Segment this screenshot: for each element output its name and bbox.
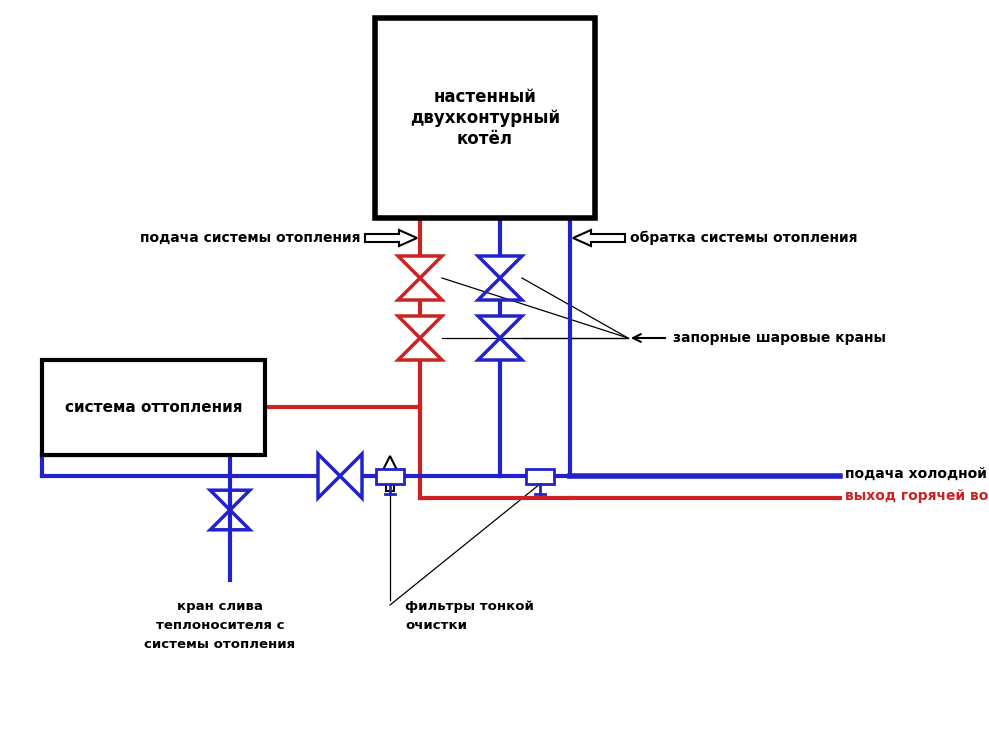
- Text: подача холодной воды: подача холодной воды: [845, 467, 989, 481]
- Text: фильтры тонкой
очистки: фильтры тонкой очистки: [405, 600, 534, 632]
- Text: обратка системы отопления: обратка системы отопления: [630, 231, 857, 245]
- Text: кран слива
теплоносителя с
системы отопления: кран слива теплоносителя с системы отопл…: [144, 600, 296, 651]
- Text: запорные шаровые краны: запорные шаровые краны: [673, 331, 886, 345]
- Bar: [42, 360, 265, 455]
- Bar: [526, 468, 554, 483]
- Polygon shape: [382, 456, 398, 491]
- Polygon shape: [573, 230, 625, 246]
- Text: выход горячей воды: выход горячей воды: [845, 489, 989, 503]
- Text: настенный
двухконтурный
котёл: настенный двухконтурный котёл: [409, 88, 560, 148]
- Bar: [375, 18, 595, 218]
- Text: система оттопления: система оттопления: [64, 400, 242, 415]
- Text: подача системы отопления: подача системы отопления: [139, 231, 360, 245]
- Bar: [376, 468, 404, 483]
- Polygon shape: [365, 230, 417, 246]
